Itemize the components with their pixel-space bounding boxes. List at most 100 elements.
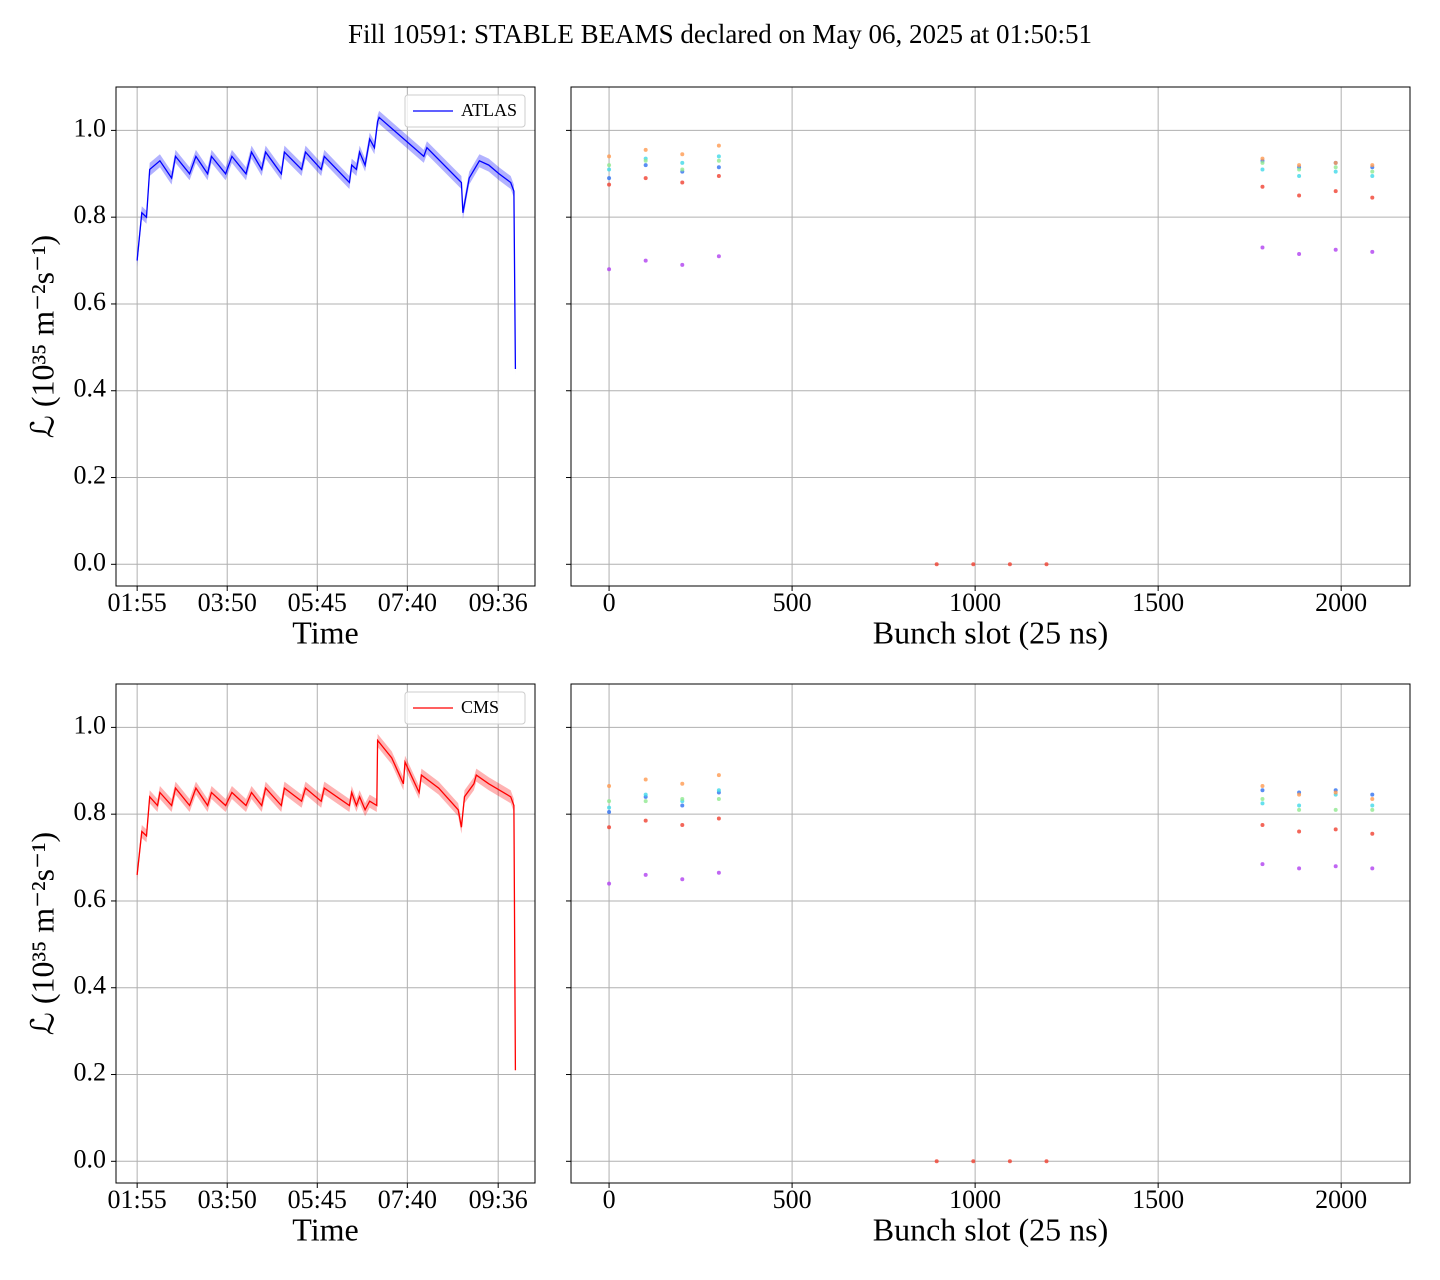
- x-tick-label: 05:45: [288, 1185, 347, 1214]
- x-axis-label: Bunch slot (25 ns): [873, 1211, 1109, 1247]
- point: [1370, 195, 1375, 200]
- point: [643, 872, 648, 877]
- point: [716, 788, 721, 793]
- point: [1007, 562, 1012, 567]
- x-tick-label: 07:40: [378, 1185, 437, 1214]
- point: [1370, 249, 1375, 254]
- point: [971, 562, 976, 567]
- x-tick-label: 1500: [1132, 588, 1184, 617]
- point: [1370, 792, 1375, 797]
- point: [1370, 169, 1375, 174]
- point: [1333, 807, 1338, 812]
- point: [1333, 160, 1338, 165]
- x-tick-label: 1500: [1132, 1185, 1184, 1214]
- point: [607, 825, 612, 830]
- point: [716, 254, 721, 259]
- y-tick-label: 0.0: [74, 547, 107, 576]
- x-axis-label: Time: [292, 1211, 358, 1247]
- point: [716, 816, 721, 821]
- point: [1297, 803, 1302, 808]
- point: [680, 160, 685, 165]
- point: [680, 796, 685, 801]
- point: [1333, 169, 1338, 174]
- point: [1297, 193, 1302, 198]
- point: [1370, 163, 1375, 168]
- point: [1260, 862, 1265, 867]
- point: [680, 167, 685, 172]
- point: [680, 877, 685, 882]
- point: [607, 810, 612, 815]
- x-tick-label: 500: [773, 1185, 812, 1214]
- x-tick-label: 03:50: [198, 588, 257, 617]
- x-tick-label: 1000: [949, 1185, 1001, 1214]
- axes-frame: [570, 683, 1411, 1184]
- point: [1044, 1159, 1049, 1164]
- y-tick-label: 0.2: [74, 460, 107, 489]
- axes-frame: [115, 86, 536, 587]
- point: [1260, 167, 1265, 172]
- point: [643, 258, 648, 263]
- point: [1370, 796, 1375, 801]
- point: [1297, 829, 1302, 834]
- x-tick-label: 500: [773, 588, 812, 617]
- point: [607, 176, 612, 181]
- x-tick-label: 09:36: [469, 1185, 528, 1214]
- point: [607, 805, 612, 810]
- y-tick-label: 0.0: [74, 1144, 107, 1173]
- legend-box: [404, 94, 526, 128]
- x-tick-label: 0: [603, 588, 616, 617]
- point: [934, 1159, 939, 1164]
- point: [607, 799, 612, 804]
- point: [716, 143, 721, 148]
- x-tick-label: 07:40: [378, 588, 437, 617]
- x-tick-label: 2000: [1315, 1185, 1367, 1214]
- point: [1260, 823, 1265, 828]
- point: [607, 783, 612, 788]
- point: [1333, 790, 1338, 795]
- point: [607, 167, 612, 172]
- y-tick-label: 0.6: [74, 287, 107, 316]
- point: [1370, 173, 1375, 178]
- x-tick-label: 05:45: [288, 588, 347, 617]
- point: [716, 870, 721, 875]
- y-tick-label: 0.4: [74, 374, 107, 403]
- point: [1333, 189, 1338, 194]
- legend-box: [404, 691, 526, 725]
- point: [716, 165, 721, 170]
- point: [1370, 831, 1375, 836]
- point: [716, 773, 721, 778]
- legend-label: ATLAS: [461, 100, 517, 120]
- point: [643, 163, 648, 168]
- point: [1370, 866, 1375, 871]
- point: [1333, 864, 1338, 869]
- point: [1260, 796, 1265, 801]
- point: [1297, 792, 1302, 797]
- axes-frame: [570, 86, 1411, 587]
- point: [680, 152, 685, 157]
- x-tick-label: 01:55: [108, 588, 167, 617]
- x-tick-label: 09:36: [469, 588, 528, 617]
- point: [1297, 173, 1302, 178]
- point: [680, 823, 685, 828]
- point: [607, 267, 612, 272]
- point: [643, 792, 648, 797]
- point: [1260, 783, 1265, 788]
- x-tick-label: 2000: [1315, 588, 1367, 617]
- point: [680, 803, 685, 808]
- point: [680, 781, 685, 786]
- point: [607, 163, 612, 168]
- x-tick-label: 1000: [949, 588, 1001, 617]
- point: [643, 147, 648, 152]
- point: [643, 777, 648, 782]
- point: [643, 158, 648, 163]
- point: [1297, 167, 1302, 172]
- y-tick-label: 1.0: [74, 710, 107, 739]
- point: [643, 818, 648, 823]
- point: [1297, 163, 1302, 168]
- point: [1333, 247, 1338, 252]
- point: [1260, 184, 1265, 189]
- x-axis-label: Time: [292, 614, 358, 650]
- point: [1297, 252, 1302, 257]
- x-axis-label: Bunch slot (25 ns): [873, 614, 1109, 650]
